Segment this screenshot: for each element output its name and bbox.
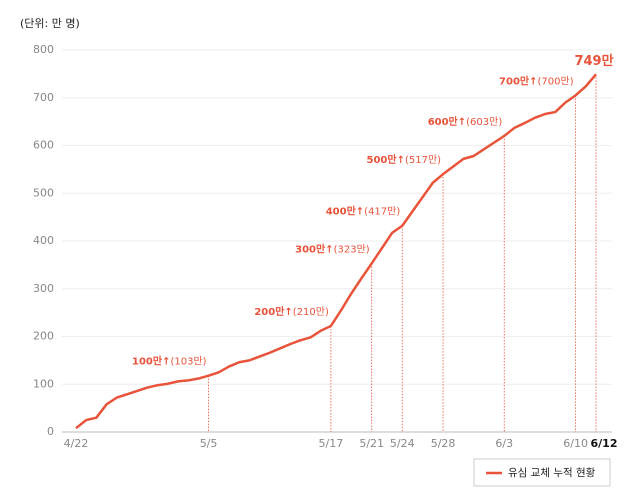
annotation-bold: 200만↑ [254, 305, 292, 318]
x-tick-label: 6/12 [591, 437, 618, 450]
annotation: 300만↑(323만) [295, 242, 370, 255]
annotation-bold: 600만↑ [428, 115, 466, 128]
y-tick-label: 600 [33, 139, 54, 152]
y-tick-label: 100 [33, 377, 54, 390]
y-tick-label: 200 [33, 330, 54, 343]
y-tick-label: 500 [33, 186, 54, 199]
value-label: 749만 [574, 53, 613, 69]
legend-label: 유심 교체 누적 현황 [508, 467, 596, 479]
y-tick-label: 400 [33, 234, 54, 247]
unit-label: (단위: 만 명) [20, 17, 80, 30]
annotation: 200만↑(210만) [254, 305, 329, 318]
annotation: 400만↑(417만) [326, 205, 401, 218]
x-tick-label: 4/22 [64, 437, 89, 450]
annotation-note: (603만) [466, 116, 502, 128]
annotation-note: (210만) [293, 306, 329, 318]
x-tick-label: 5/5 [200, 437, 218, 450]
annotation-note: (517만) [405, 154, 441, 166]
annotation: 700만↑(700만) [499, 74, 574, 87]
annotation-bold: 400만↑ [326, 205, 364, 218]
annotation-note: (700만) [538, 75, 574, 87]
x-tick-label: 5/24 [390, 437, 415, 450]
annotation-note: (323만) [334, 243, 370, 255]
data-line [75, 73, 597, 430]
annotation-note: (103만) [170, 356, 206, 368]
x-tick-label: 6/10 [563, 437, 588, 450]
x-tick-label: 5/17 [319, 437, 344, 450]
y-tick-label: 800 [33, 43, 54, 56]
annotation: 100만↑(103만) [132, 355, 207, 368]
annotation-note: (417만) [364, 206, 400, 218]
annotation-bold: 300만↑ [295, 242, 333, 255]
x-tick-label: 5/28 [431, 437, 456, 450]
x-tick-label: 5/21 [359, 437, 384, 450]
x-tick-label: 6/3 [495, 437, 513, 450]
y-tick-label: 700 [33, 91, 54, 104]
annotation-bold: 100만↑ [132, 355, 170, 368]
annotation-bold: 700만↑ [499, 74, 537, 87]
y-tick-label: 0 [47, 425, 54, 438]
annotation: 600만↑(603만) [428, 115, 503, 128]
annotation: 500만↑(517만) [367, 153, 442, 166]
annotation-bold: 500만↑ [367, 153, 405, 166]
y-tick-label: 300 [33, 282, 54, 295]
